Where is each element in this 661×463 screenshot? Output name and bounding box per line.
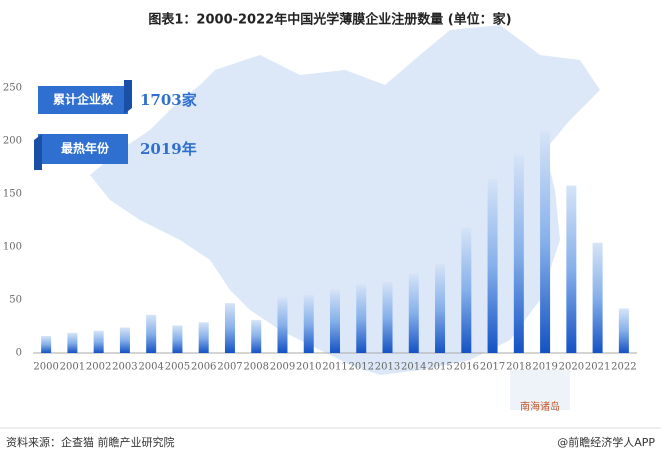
chart-title: 图表1：2000-2022年中国光学薄膜企业注册数量 (单位：家) bbox=[148, 12, 511, 28]
bar bbox=[41, 336, 52, 353]
brand: @前瞻经济学人APP bbox=[557, 435, 655, 449]
x-tick-label: 2006 bbox=[191, 362, 216, 373]
bar bbox=[330, 289, 340, 353]
annotation-label: 累计企业数 bbox=[53, 92, 114, 107]
x-tick-label: 2000 bbox=[33, 362, 58, 373]
x-tick-label: 2008 bbox=[243, 362, 268, 373]
annotation-box bbox=[38, 134, 128, 164]
bar bbox=[303, 294, 314, 353]
x-tick-label: 2018 bbox=[506, 362, 531, 373]
x-tick-label: 2009 bbox=[270, 362, 295, 373]
bar bbox=[146, 314, 157, 353]
bar bbox=[356, 284, 367, 353]
x-tick-label: 2020 bbox=[559, 362, 584, 373]
x-tick-label: 2005 bbox=[165, 362, 190, 373]
x-tick-label: 2010 bbox=[296, 362, 321, 373]
map-background bbox=[90, 25, 600, 375]
x-tick-label: 2015 bbox=[427, 362, 452, 373]
x-tick-label: 2002 bbox=[86, 362, 111, 373]
annotation-value: 1703家 bbox=[140, 91, 197, 109]
y-tick-label: 100 bbox=[3, 242, 22, 253]
y-tick-label: 200 bbox=[3, 136, 22, 147]
y-tick-label: 150 bbox=[3, 189, 22, 200]
x-tick-label: 2022 bbox=[611, 362, 636, 373]
bar bbox=[172, 325, 183, 353]
bar bbox=[566, 185, 577, 353]
y-tick-label: 0 bbox=[16, 348, 22, 359]
bar bbox=[513, 154, 524, 353]
bar bbox=[277, 296, 288, 353]
bar bbox=[224, 303, 235, 353]
annotation-label: 最热年份 bbox=[61, 141, 110, 156]
bar bbox=[618, 308, 629, 353]
bar bbox=[435, 263, 446, 353]
annotation-ribbon bbox=[34, 134, 42, 170]
x-tick-label: 2019 bbox=[532, 362, 557, 373]
bar bbox=[119, 327, 130, 353]
x-tick-label: 2017 bbox=[480, 362, 505, 373]
annotation-ribbon bbox=[124, 80, 132, 114]
bar bbox=[93, 330, 104, 353]
bar bbox=[251, 320, 262, 353]
x-tick-label: 2001 bbox=[60, 362, 85, 373]
bar bbox=[592, 242, 603, 353]
annotation-box bbox=[38, 86, 128, 114]
bar bbox=[198, 322, 209, 353]
x-tick-label: 2003 bbox=[112, 362, 137, 373]
bar bbox=[540, 131, 551, 353]
annotation-value: 2019年 bbox=[140, 140, 197, 158]
bar bbox=[487, 179, 498, 353]
y-tick-label: 250 bbox=[3, 83, 22, 94]
x-tick-label: 2013 bbox=[375, 362, 400, 373]
x-tick-label: 2016 bbox=[454, 362, 479, 373]
y-tick-label: 50 bbox=[9, 295, 22, 306]
x-tick-label: 2004 bbox=[138, 362, 163, 373]
map-label: 南海诸岛 bbox=[520, 400, 560, 413]
bar bbox=[67, 332, 78, 353]
source: 资料来源：企查猫 前瞻产业研究院 bbox=[6, 435, 175, 449]
x-tick-label: 2021 bbox=[585, 362, 610, 373]
x-tick-label: 2007 bbox=[217, 362, 242, 373]
x-tick-label: 2012 bbox=[349, 362, 374, 373]
bar bbox=[382, 281, 393, 353]
map-inset bbox=[510, 370, 570, 410]
x-tick-label: 2014 bbox=[401, 362, 426, 373]
bar bbox=[461, 227, 472, 353]
bar bbox=[408, 273, 419, 353]
x-tick-label: 2011 bbox=[322, 362, 347, 373]
